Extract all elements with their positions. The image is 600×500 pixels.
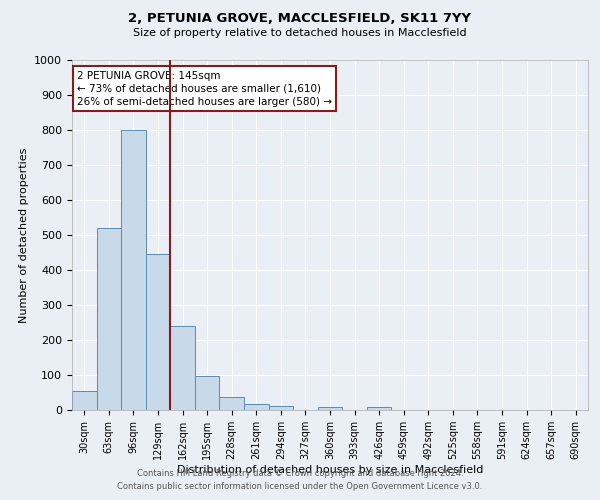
Bar — [170, 326, 195, 410]
Bar — [269, 406, 293, 410]
X-axis label: Distribution of detached houses by size in Macclesfield: Distribution of detached houses by size … — [177, 465, 483, 475]
Text: Contains HM Land Registry data © Crown copyright and database right 2024.: Contains HM Land Registry data © Crown c… — [137, 468, 463, 477]
Bar — [97, 228, 121, 410]
Text: Contains public sector information licensed under the Open Government Licence v3: Contains public sector information licen… — [118, 482, 482, 491]
Bar — [146, 254, 170, 410]
Text: Size of property relative to detached houses in Macclesfield: Size of property relative to detached ho… — [133, 28, 467, 38]
Bar — [318, 407, 342, 410]
Bar — [244, 404, 269, 410]
Bar — [121, 130, 146, 410]
Text: 2 PETUNIA GROVE: 145sqm
← 73% of detached houses are smaller (1,610)
26% of semi: 2 PETUNIA GROVE: 145sqm ← 73% of detache… — [77, 70, 332, 107]
Text: 2, PETUNIA GROVE, MACCLESFIELD, SK11 7YY: 2, PETUNIA GROVE, MACCLESFIELD, SK11 7YY — [128, 12, 472, 26]
Bar — [195, 376, 220, 410]
Bar — [72, 391, 97, 410]
Y-axis label: Number of detached properties: Number of detached properties — [19, 148, 29, 322]
Bar — [220, 397, 244, 410]
Bar — [367, 407, 391, 410]
